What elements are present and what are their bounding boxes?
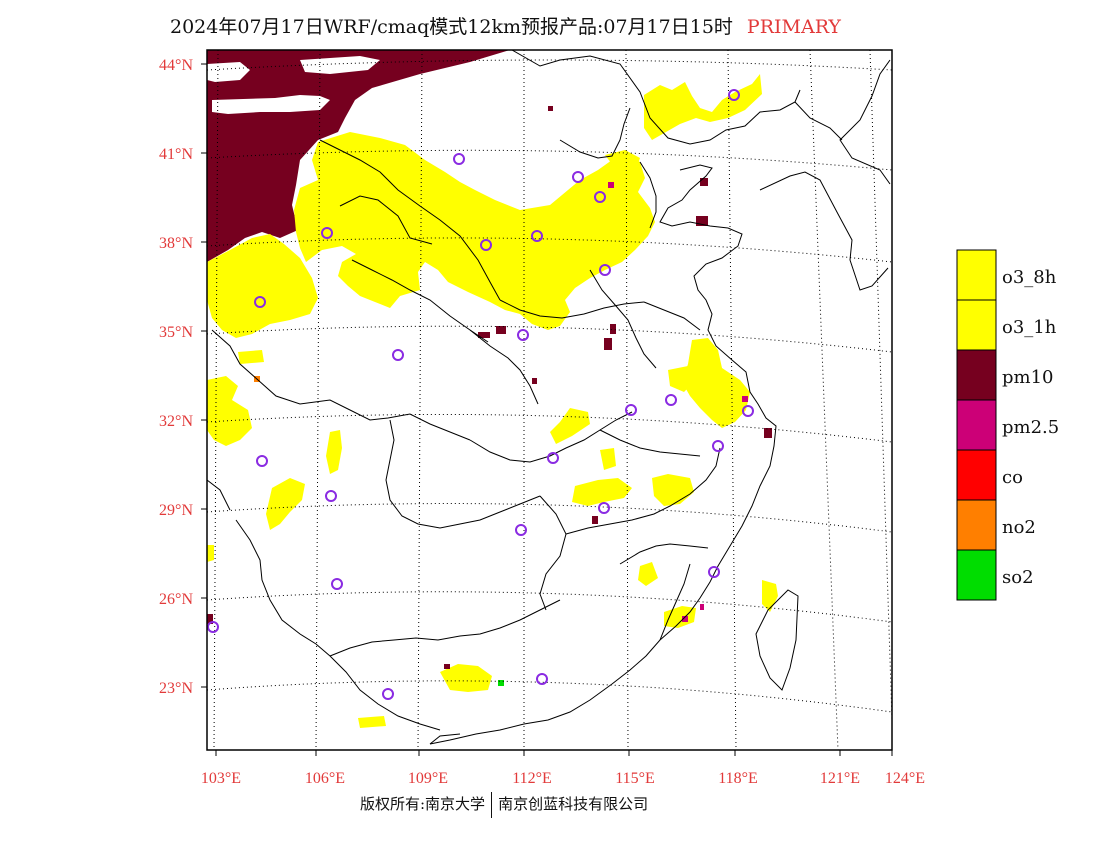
station-marker [331, 578, 343, 590]
station-marker [536, 673, 548, 685]
footer-divider [491, 792, 493, 818]
map-title: 2024年07月17日WRF/cmaq模式12km预报产品:07月17日15时 P… [170, 12, 841, 39]
legend-label: o3_1h [1002, 317, 1057, 338]
station-marker [256, 455, 268, 467]
station-markers [207, 89, 754, 700]
station-marker [728, 89, 740, 101]
longitude-axis [215, 750, 893, 756]
legend-label: so2 [1002, 567, 1034, 588]
lat-label: 38°N [159, 235, 193, 252]
station-marker [572, 171, 584, 183]
lon-label: 115°E [615, 770, 655, 787]
legend-label: o3_8h [1002, 267, 1057, 288]
station-marker [594, 191, 606, 203]
lat-label: 29°N [159, 502, 193, 519]
station-marker [207, 621, 219, 633]
station-marker [531, 230, 543, 242]
station-marker [382, 688, 394, 700]
station-marker [712, 440, 724, 452]
station-marker [515, 524, 527, 536]
copyright-footer: 版权所有:南京大学 南京创蓝科技有限公司 [360, 792, 648, 818]
legend-swatch-co [956, 449, 997, 501]
graticule [207, 50, 892, 750]
lon-label: 106°E [305, 770, 345, 787]
legend-label: pm2.5 [1002, 417, 1059, 438]
legend-swatch-o3-8h [956, 249, 997, 301]
legend-label: no2 [1002, 517, 1036, 538]
station-marker [254, 296, 266, 308]
station-marker [321, 227, 333, 239]
legend-label: pm10 [1002, 367, 1054, 388]
station-marker [599, 264, 611, 276]
lon-label: 124°E [885, 770, 925, 787]
station-marker [392, 349, 404, 361]
legend-swatch-pm25 [956, 399, 997, 451]
o3-regions [207, 74, 778, 728]
station-marker [480, 239, 492, 251]
lon-label: 103°E [201, 770, 241, 787]
lon-label: 121°E [820, 770, 860, 787]
lat-label: 23°N [159, 680, 193, 697]
lat-label: 44°N [159, 57, 193, 74]
pollutant-speckles [207, 106, 772, 686]
map-plot-area [207, 50, 892, 750]
lat-label: 26°N [159, 591, 193, 608]
copyright-right: 南京创蓝科技有限公司 [498, 795, 649, 813]
lat-label: 32°N [159, 413, 193, 430]
map-frame [206, 49, 893, 751]
station-marker [517, 329, 529, 341]
latitude-axis [201, 63, 207, 688]
legend-swatch-o3-1h [956, 299, 997, 351]
lon-label: 112°E [512, 770, 552, 787]
station-marker [453, 153, 465, 165]
station-marker [598, 502, 610, 514]
station-marker [665, 394, 677, 406]
latitude-labels: 44°N 41°N 38°N 35°N 32°N 29°N 26°N 23°N [159, 57, 193, 697]
station-marker [325, 490, 337, 502]
title-main: 2024年07月17日WRF/cmaq模式12km预报产品:07月17日15时 [170, 16, 733, 38]
legend-swatch-no2 [956, 499, 997, 551]
lon-label: 118°E [718, 770, 758, 787]
lon-label: 109°E [408, 770, 448, 787]
legend-swatch-so2 [956, 549, 997, 601]
station-marker [742, 405, 754, 417]
lat-label: 41°N [159, 146, 193, 163]
station-marker [708, 566, 720, 578]
copyright-left: 版权所有:南京大学 [360, 795, 486, 813]
station-marker [625, 404, 637, 416]
legend-label: co [1002, 467, 1023, 488]
station-marker [547, 452, 559, 464]
longitude-labels: 103°E 106°E 109°E 112°E 115°E 118°E 121°… [201, 770, 925, 787]
legend: o3_8h o3_1h pm10 pm2.5 co no2 so2 [956, 249, 1059, 601]
lat-label: 35°N [159, 324, 193, 341]
legend-swatch-pm10 [956, 349, 997, 401]
pm10-region [207, 50, 510, 262]
title-primary-tag: PRIMARY [746, 16, 841, 38]
